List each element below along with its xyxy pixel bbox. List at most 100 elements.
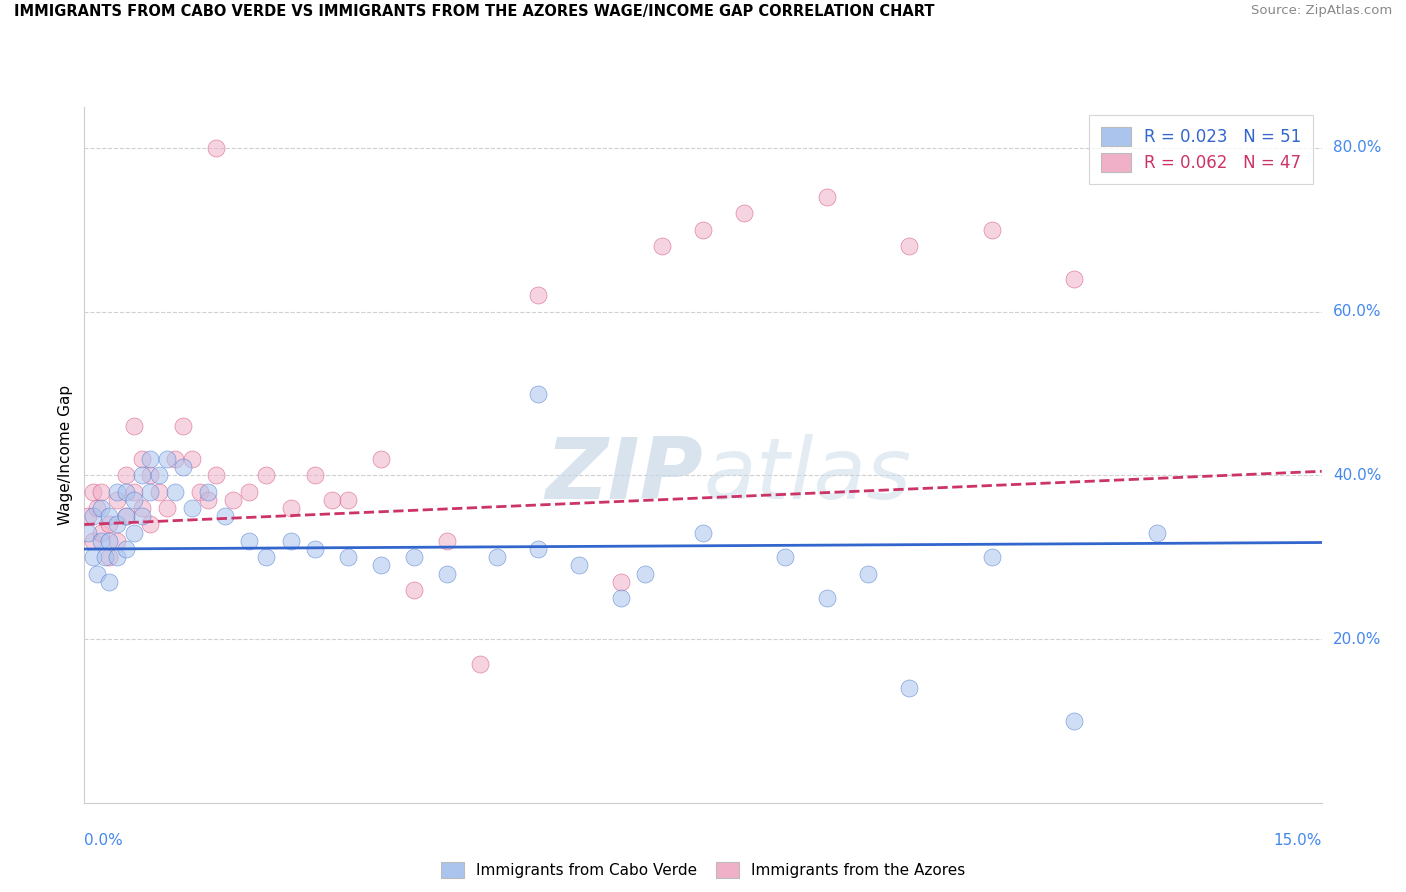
Point	[98, 574, 121, 589]
Point	[105, 550, 128, 565]
Point	[898, 681, 921, 696]
Text: 60.0%: 60.0%	[1333, 304, 1381, 319]
Point	[197, 484, 219, 499]
Point	[114, 484, 136, 499]
Point	[692, 223, 714, 237]
Point	[280, 501, 302, 516]
Point	[105, 533, 128, 548]
Point	[122, 419, 145, 434]
Point	[90, 501, 112, 516]
Point	[105, 517, 128, 532]
Point	[114, 509, 136, 524]
Point	[77, 509, 100, 524]
Point	[815, 190, 838, 204]
Point	[131, 468, 153, 483]
Point	[82, 533, 104, 548]
Text: 40.0%: 40.0%	[1333, 468, 1381, 483]
Point	[304, 542, 326, 557]
Point	[214, 509, 236, 524]
Point	[634, 566, 657, 581]
Text: 15.0%: 15.0%	[1274, 833, 1322, 848]
Text: atlas: atlas	[703, 434, 911, 517]
Point	[105, 492, 128, 507]
Point	[404, 582, 426, 597]
Point	[304, 468, 326, 483]
Y-axis label: Wage/Income Gap: Wage/Income Gap	[58, 384, 73, 525]
Text: 0.0%: 0.0%	[84, 833, 124, 848]
Text: 20.0%: 20.0%	[1333, 632, 1381, 647]
Point	[122, 484, 145, 499]
Point	[222, 492, 245, 507]
Point	[205, 468, 228, 483]
Point	[131, 452, 153, 467]
Point	[898, 239, 921, 253]
Point	[139, 468, 162, 483]
Point	[86, 501, 108, 516]
Point	[86, 566, 108, 581]
Legend: Immigrants from Cabo Verde, Immigrants from the Azores: Immigrants from Cabo Verde, Immigrants f…	[433, 855, 973, 886]
Point	[90, 533, 112, 548]
Point	[692, 525, 714, 540]
Point	[94, 550, 117, 565]
Point	[165, 484, 187, 499]
Point	[856, 566, 879, 581]
Point	[180, 501, 202, 516]
Point	[370, 558, 392, 573]
Point	[114, 468, 136, 483]
Point	[980, 550, 1002, 565]
Point	[980, 223, 1002, 237]
Text: ZIP: ZIP	[546, 434, 703, 517]
Point	[197, 492, 219, 507]
Point	[172, 419, 194, 434]
Point	[370, 452, 392, 467]
Point	[98, 550, 121, 565]
Point	[156, 452, 179, 467]
Point	[775, 550, 797, 565]
Point	[254, 468, 277, 483]
Point	[105, 484, 128, 499]
Point	[82, 550, 104, 565]
Point	[172, 460, 194, 475]
Point	[90, 525, 112, 540]
Text: Source: ZipAtlas.com: Source: ZipAtlas.com	[1251, 4, 1392, 18]
Point	[122, 525, 145, 540]
Point	[139, 452, 162, 467]
Point	[165, 452, 187, 467]
Point	[485, 550, 508, 565]
Point	[436, 566, 458, 581]
Point	[337, 492, 360, 507]
Point	[436, 533, 458, 548]
Point	[98, 533, 121, 548]
Point	[77, 525, 100, 540]
Text: IMMIGRANTS FROM CABO VERDE VS IMMIGRANTS FROM THE AZORES WAGE/INCOME GAP CORRELA: IMMIGRANTS FROM CABO VERDE VS IMMIGRANTS…	[14, 4, 935, 20]
Point	[470, 657, 492, 671]
Point	[651, 239, 673, 253]
Point	[527, 288, 550, 302]
Point	[188, 484, 211, 499]
Point	[139, 484, 162, 499]
Point	[131, 501, 153, 516]
Point	[205, 141, 228, 155]
Point	[1146, 525, 1168, 540]
Point	[98, 509, 121, 524]
Point	[527, 386, 550, 401]
Point	[122, 492, 145, 507]
Point	[90, 484, 112, 499]
Point	[815, 591, 838, 606]
Point	[337, 550, 360, 565]
Point	[82, 509, 104, 524]
Point	[98, 517, 121, 532]
Point	[156, 501, 179, 516]
Point	[82, 484, 104, 499]
Point	[733, 206, 755, 220]
Text: 80.0%: 80.0%	[1333, 140, 1381, 155]
Point	[148, 468, 170, 483]
Point	[280, 533, 302, 548]
Point	[238, 484, 260, 499]
Point	[148, 484, 170, 499]
Point	[568, 558, 591, 573]
Point	[1063, 714, 1085, 728]
Point	[114, 509, 136, 524]
Point	[609, 574, 631, 589]
Point	[609, 591, 631, 606]
